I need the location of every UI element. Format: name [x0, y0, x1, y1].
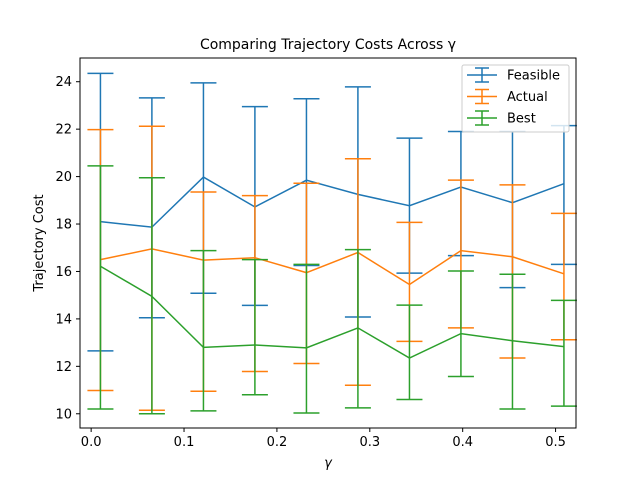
error-bar	[550, 299, 577, 407]
x-tick-label: 0.3	[359, 435, 380, 450]
series-line	[100, 265, 565, 359]
x-axis-label: γ	[324, 456, 333, 471]
error-bar	[293, 263, 320, 414]
legend-label: Feasible	[507, 69, 560, 84]
series-line	[100, 248, 565, 286]
legend: Feasible Actual Best	[461, 64, 570, 133]
x-tick-label: 0.0	[81, 435, 102, 450]
error-bar	[87, 165, 114, 410]
legend-item-feasible	[467, 67, 497, 83]
chart-title: Comparing Trajectory Costs Across γ	[200, 37, 456, 53]
legend-item-best	[467, 110, 497, 126]
x-tick-label: 0.2	[267, 435, 288, 450]
series-best	[87, 165, 577, 415]
legend-label: Actual	[507, 90, 548, 105]
x-axis: 0.0 0.1 0.2 0.3 0.4 0.5	[81, 428, 566, 450]
y-tick-label: 14	[55, 312, 72, 327]
y-tick-label: 12	[55, 360, 72, 375]
x-tick-label: 0.1	[174, 435, 195, 450]
y-axis: 10 12 14 16 18 20 22 24	[55, 75, 80, 422]
y-tick-label: 20	[55, 170, 72, 185]
error-bar	[396, 304, 423, 401]
series-line	[100, 176, 565, 228]
y-tick-label: 24	[55, 75, 72, 90]
axes-frame	[79, 57, 577, 429]
y-tick-label: 16	[55, 265, 72, 280]
legend-item-actual	[467, 88, 497, 105]
error-bar	[499, 273, 526, 410]
y-axis-label: Trajectory Cost	[32, 194, 47, 292]
error-bar	[241, 258, 268, 396]
error-bar	[447, 270, 474, 378]
x-tick-label: 0.4	[452, 435, 473, 450]
x-tick-label: 0.5	[545, 435, 566, 450]
y-tick-label: 18	[55, 218, 72, 233]
plot-area	[87, 72, 577, 415]
y-tick-label: 10	[55, 407, 72, 422]
legend-label: Best	[507, 112, 536, 127]
y-tick-label: 22	[55, 123, 72, 138]
error-bar	[190, 249, 217, 412]
